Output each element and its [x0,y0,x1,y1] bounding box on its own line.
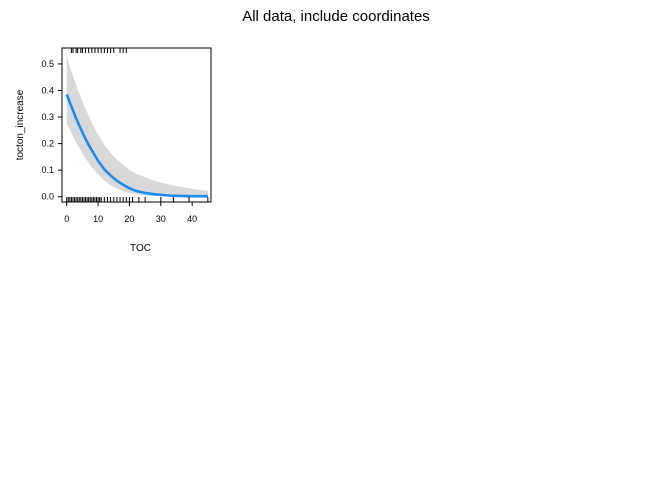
x-tick-label: 10 [93,214,103,224]
x-tick-label: 20 [124,214,134,224]
y-tick-label: 0.2 [41,139,54,149]
plot-frame [61,47,212,203]
y-axis-title: tocton_increase [15,89,26,160]
confidence-band [66,55,208,198]
x-tick-label: 0 [64,214,69,224]
y-tick-label: 0.1 [41,165,54,175]
y-tick-label: 0.5 [41,59,54,69]
fitted-line [65,93,208,198]
chart-title: All data, include coordinates [242,8,430,25]
y-tick-label: 0.3 [41,112,54,122]
x-tick-label: 40 [187,214,197,224]
x-tick-label: 30 [156,214,166,224]
rug-bottom [66,197,209,202]
plot-area [65,48,209,202]
y-axis: 0.0 0.1 0.2 0.3 0.4 0.5 [41,59,62,202]
y-tick-label: 0.0 [41,192,54,202]
y-tick-label: 0.4 [41,85,54,95]
rug-top [70,48,127,53]
x-axis: 0 10 20 30 40 [64,202,197,224]
x-axis-title: TOC [130,243,151,254]
